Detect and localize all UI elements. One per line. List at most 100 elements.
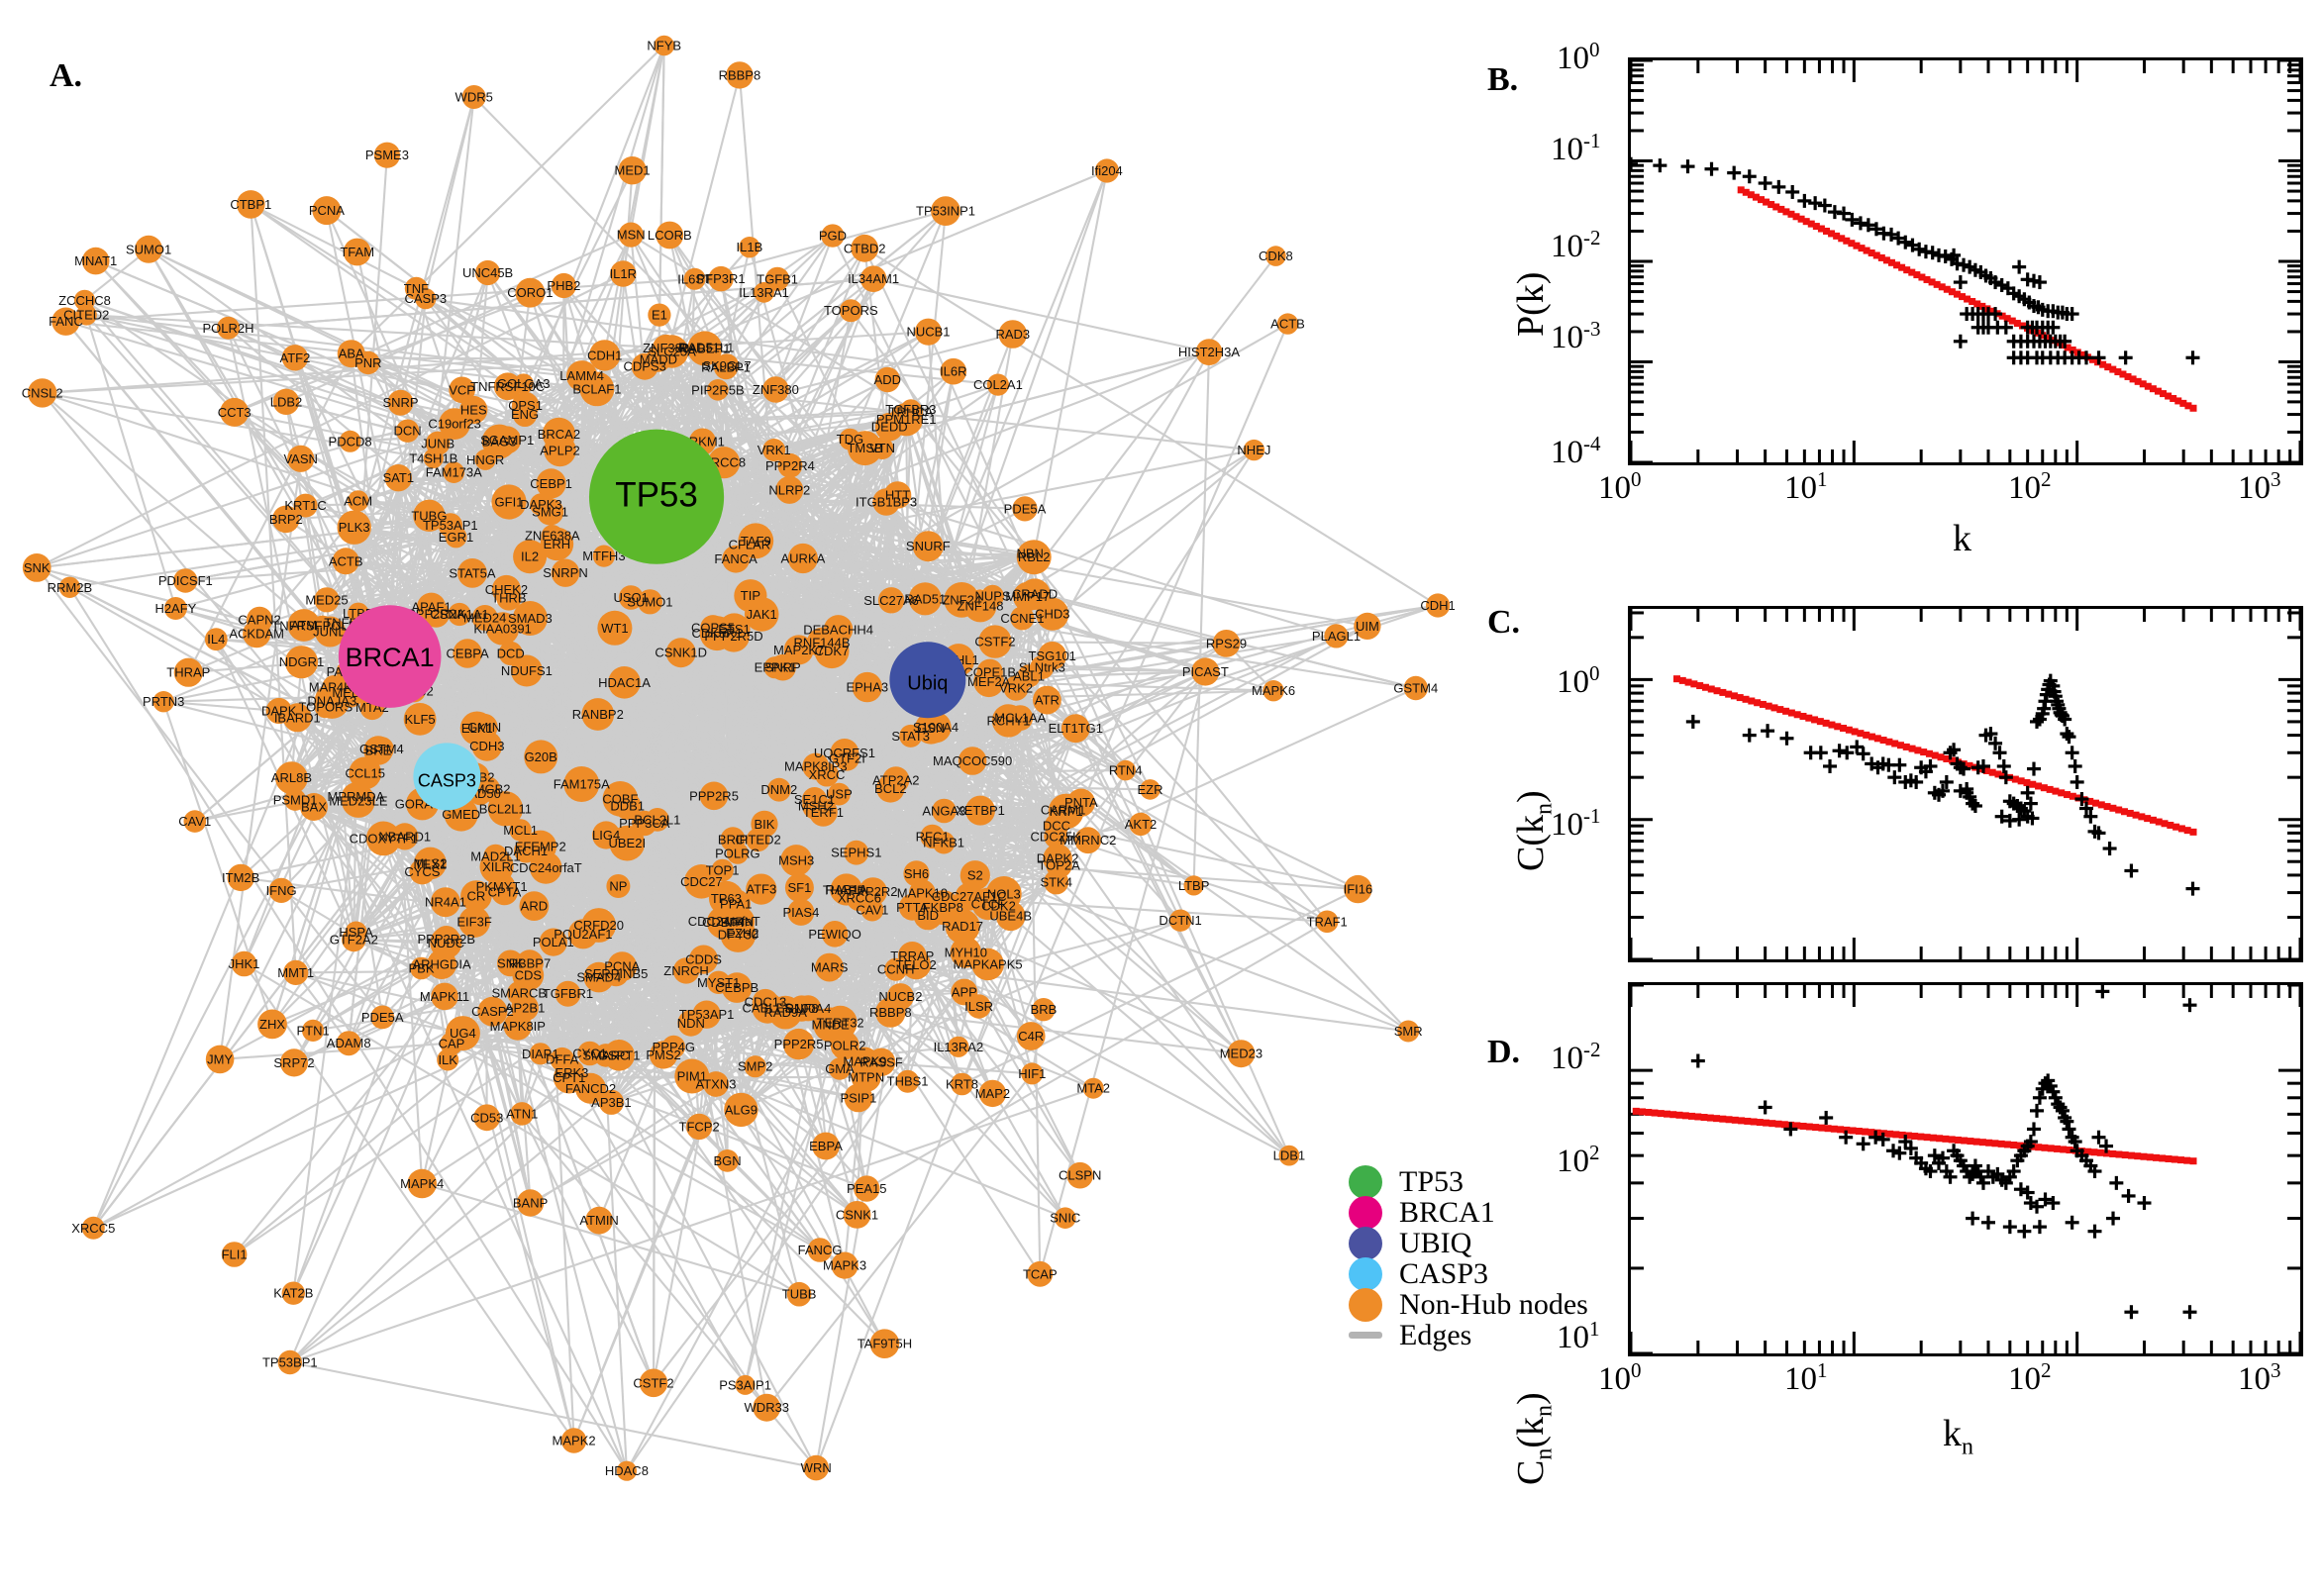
panel-b-plot-area[interactable] [1624,57,2303,465]
svg-text:UQCRFS1: UQCRFS1 [814,746,875,760]
svg-text:MYST1: MYST1 [697,975,740,990]
svg-text:BANP: BANP [513,1196,548,1211]
panel-b-series [1624,58,2302,464]
panel-b-letter: B. [1487,61,1519,98]
svg-text:APP: APP [952,985,977,1000]
panel-d-xtick-3: 103 [2238,1358,2281,1397]
svg-text:BRE: BRE [365,744,392,758]
svg-text:FLI1: FLI1 [222,1247,248,1262]
svg-text:POU2AF1: POU2AF1 [554,927,612,942]
svg-text:ALG9: ALG9 [725,1102,758,1117]
legend-item-casp3[interactable]: CASP3 [1349,1256,1588,1291]
panel-b-xlabel: k [1953,518,1971,559]
svg-text:APAF1: APAF1 [411,600,451,615]
svg-text:VTN: VTN [869,441,895,455]
svg-text:MADD: MADD [640,351,677,366]
svg-text:ITM2B: ITM2B [222,870,259,885]
svg-text:IL4: IL4 [207,632,225,647]
legend-item-edges[interactable]: Edges [1349,1318,1588,1351]
svg-text:CCL15: CCL15 [345,765,384,780]
svg-text:MAPK6: MAPK6 [1252,683,1295,698]
svg-text:SH6: SH6 [904,866,929,881]
panel-a-letter: A. [50,57,83,94]
panel-d-ytick-1: 101 [1557,1317,1600,1355]
svg-text:JAK1: JAK1 [747,607,777,622]
network-graph[interactable]: ARL8BTAF9SLC25AGMAMAD2L1MCL1AADPY30ALG9R… [0,0,1465,1596]
legend-label-casp3: CASP3 [1399,1256,1489,1290]
svg-text:PICAST: PICAST [1182,664,1229,679]
svg-text:HNGR: HNGR [466,452,504,467]
svg-text:PNR: PNR [354,355,381,370]
svg-text:MED1: MED1 [615,163,651,178]
svg-text:NOL3: NOL3 [987,886,1021,901]
svg-text:CASP3: CASP3 [418,770,476,790]
svg-text:DNAJA3: DNAJA3 [307,694,356,709]
svg-text:CCT3: CCT3 [218,405,252,420]
svg-text:HIST2H3A: HIST2H3A [1178,345,1240,359]
legend-item-nonhub[interactable]: Non-Hub nodes [1349,1287,1588,1322]
svg-text:BCLAF1: BCLAF1 [572,381,621,396]
svg-text:CDC27: CDC27 [680,874,723,889]
svg-text:SLNtrk3: SLNtrk3 [1019,660,1065,675]
panel-c-plot-area[interactable] [1628,606,2303,962]
svg-text:STK4: STK4 [1040,874,1072,889]
svg-text:CDH1: CDH1 [587,348,622,362]
svg-text:C19orf23: C19orf23 [428,417,480,432]
svg-text:FANCA: FANCA [714,551,758,566]
svg-text:SMP2: SMP2 [738,1059,772,1074]
panel-d-ytick-0: 102 [1557,1141,1600,1179]
svg-text:ARD: ARD [521,899,548,914]
svg-text:TP63: TP63 [711,891,742,906]
svg-text:JMY: JMY [207,1051,233,1066]
svg-text:DCD: DCD [497,646,525,660]
svg-text:TFCP2: TFCP2 [679,1119,720,1134]
svg-text:TAF9T5H: TAF9T5H [858,1337,912,1351]
svg-text:ARL8B: ARL8B [271,770,312,785]
svg-text:APLP2: APLP2 [540,443,579,457]
svg-text:MAP2K7: MAP2K7 [773,643,824,657]
panel-d-ylabel: Cn(kn) [1510,1392,1558,1485]
svg-text:FAM175A: FAM175A [554,777,610,792]
svg-text:COBF: COBF [602,791,638,806]
svg-text:SK9GL7: SK9GL7 [702,358,751,373]
legend-item-ubiq[interactable]: UBIQ [1349,1226,1588,1260]
svg-text:WRN: WRN [801,1460,832,1475]
legend-label-edges: Edges [1399,1318,1472,1351]
svg-text:UG4: UG4 [450,1026,476,1041]
svg-text:WDR33: WDR33 [745,1400,790,1415]
svg-text:TIP: TIP [741,588,760,603]
panel-d-plot-area[interactable] [1628,982,2303,1356]
svg-text:SMAD3: SMAD3 [508,611,553,626]
svg-text:NDN: NDN [677,1016,705,1031]
svg-text:PPP2R4: PPP2R4 [765,458,815,473]
svg-text:CSTF2: CSTF2 [974,635,1015,649]
svg-text:VCP: VCP [449,382,475,397]
svg-text:ATXN3: ATXN3 [696,1077,737,1092]
svg-text:Ubiq: Ubiq [907,673,948,695]
svg-text:PDE5A: PDE5A [1004,501,1047,516]
svg-text:POLR2: POLR2 [824,1038,866,1052]
svg-text:TP53INP1: TP53INP1 [916,204,975,219]
svg-text:MAPK8IP3: MAPK8IP3 [784,759,848,774]
svg-text:CTBD2: CTBD2 [844,241,886,255]
legend-item-tp53[interactable]: TP53 [1349,1164,1588,1199]
svg-text:RAD17: RAD17 [942,919,983,934]
panel-c-series [1629,609,2302,961]
legend-item-brca1[interactable]: BRCA1 [1349,1195,1588,1230]
svg-text:ACTB: ACTB [1270,317,1305,332]
svg-text:USP: USP [826,787,853,802]
svg-text:VASN: VASN [283,451,317,466]
svg-text:ARHGDIA: ARHGDIA [412,957,471,972]
svg-text:DCTN1: DCTN1 [1159,913,1201,928]
svg-text:CDH1: CDH1 [1420,598,1455,613]
svg-text:HTT: HTT [885,488,910,503]
svg-text:E1: E1 [652,308,667,323]
svg-text:PPP2R2B: PPP2R2B [418,932,476,947]
svg-text:C4R: C4R [1018,1029,1044,1044]
panel-b-xtick-1: 101 [1784,467,1828,506]
svg-text:ZNF380: ZNF380 [753,382,799,397]
svg-text:EPHA3: EPHA3 [846,680,888,695]
svg-text:VRK1: VRK1 [758,443,791,457]
svg-text:CSNK1: CSNK1 [836,1207,878,1222]
svg-text:PPP2R5: PPP2R5 [689,788,739,803]
